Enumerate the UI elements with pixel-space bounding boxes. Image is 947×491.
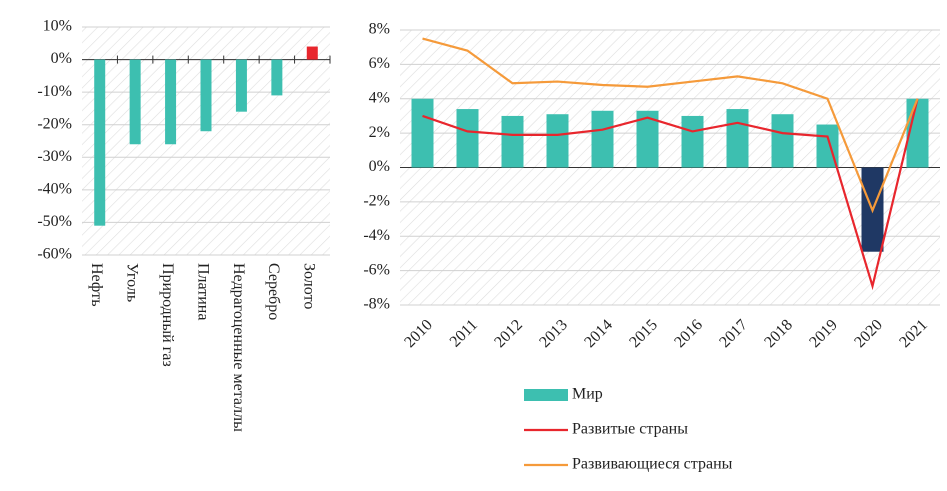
y-tick-label: 8% xyxy=(369,21,390,38)
y-tick-label: -40% xyxy=(37,181,72,198)
line-series xyxy=(422,37,919,214)
bar xyxy=(165,59,177,145)
x-tick-label: 2014 xyxy=(581,316,616,351)
y-tick-label: 2% xyxy=(369,124,390,141)
x-tick-label: Серебро xyxy=(265,263,282,320)
line-series xyxy=(422,98,919,291)
y-tick-label: -60% xyxy=(37,246,72,263)
x-tick-label: Недрагоценные металлы xyxy=(230,263,247,432)
x-tick-label: 2018 xyxy=(761,316,796,351)
bar xyxy=(771,114,794,168)
x-tick-label: 2012 xyxy=(491,316,526,351)
x-tick-label: 2019 xyxy=(806,316,841,351)
y-tick-label: -6% xyxy=(363,261,390,278)
bar xyxy=(681,115,704,168)
legend-label: Развитые страны xyxy=(572,421,688,438)
bar xyxy=(726,109,749,168)
y-tick-label: -30% xyxy=(37,148,72,165)
bar xyxy=(546,114,569,168)
x-tick-label: 2011 xyxy=(447,316,481,350)
bar xyxy=(591,110,614,168)
bar xyxy=(411,98,434,168)
x-tick-label: Нефть xyxy=(88,263,105,307)
legend-label: Развивающиеся страны xyxy=(572,456,733,473)
y-tick-label: -8% xyxy=(363,296,390,313)
y-tick-label: -20% xyxy=(37,115,72,132)
x-tick-label: 2013 xyxy=(536,316,571,351)
x-tick-label: 2017 xyxy=(716,316,751,351)
bar xyxy=(129,59,141,145)
y-tick-label: -2% xyxy=(363,193,390,210)
x-tick-label: Золото xyxy=(301,263,318,309)
x-tick-label: Природный газ xyxy=(159,263,176,367)
legend-label: Мир xyxy=(572,386,603,403)
x-tick-label: 2021 xyxy=(896,316,931,351)
y-tick-label: -4% xyxy=(363,227,390,244)
y-tick-label: 4% xyxy=(369,89,390,106)
bar xyxy=(456,109,479,168)
x-tick-label: Платина xyxy=(194,263,211,320)
x-tick-label: 2015 xyxy=(626,316,661,351)
x-tick-label: 2020 xyxy=(851,316,886,351)
y-tick-label: -50% xyxy=(37,213,72,230)
bar xyxy=(200,59,212,132)
x-tick-label: 2010 xyxy=(401,316,436,351)
x-tick-label: 2016 xyxy=(671,316,706,351)
y-tick-label: 10% xyxy=(43,18,72,35)
y-tick-label: -10% xyxy=(37,83,72,100)
bar xyxy=(906,98,929,168)
y-tick-label: 6% xyxy=(369,55,390,72)
bar xyxy=(306,46,318,60)
y-tick-label: 0% xyxy=(51,50,72,67)
x-tick-label: Уголь xyxy=(123,263,140,302)
bar xyxy=(501,115,524,168)
y-tick-label: 0% xyxy=(369,158,390,175)
bar xyxy=(271,59,283,96)
bar xyxy=(636,110,659,168)
legend-swatch xyxy=(524,389,568,401)
bar xyxy=(94,59,106,226)
bar xyxy=(235,59,247,112)
